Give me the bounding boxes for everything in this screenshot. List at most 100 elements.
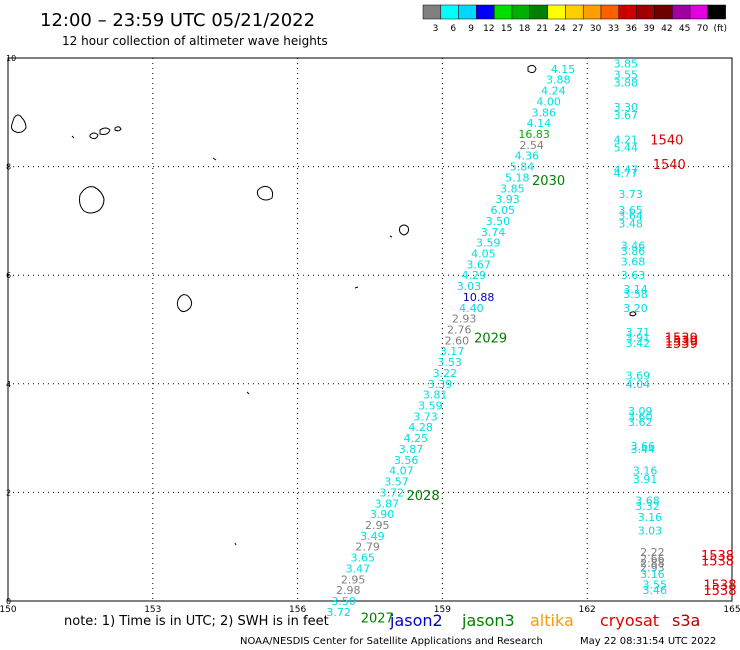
- satellite-name: s3a: [672, 611, 700, 630]
- swh-value-label: 2.93: [640, 561, 665, 574]
- swh-value-label: 10.88: [463, 291, 495, 304]
- island-shape: [212, 157, 217, 161]
- swh-value-label: 4.28: [408, 421, 433, 434]
- axis-tick-labels: 150 153 156 159 162 165 0 2 4 6 8 10: [0, 54, 740, 615]
- swh-value-label: 3.49: [360, 530, 385, 543]
- colorbar-swatch: [618, 4, 637, 20]
- swh-value-label: 3.16: [638, 511, 663, 524]
- island-shape: [89, 132, 99, 140]
- swh-value-label: 3.87: [375, 497, 400, 510]
- satellite-name: jason3: [461, 611, 515, 630]
- swh-value-label: 2.54: [519, 139, 544, 152]
- swh-value-label: 3.55: [614, 68, 639, 81]
- swh-value-label: 3.42: [626, 337, 651, 350]
- swh-value-label: 3.59: [476, 237, 501, 250]
- colorbar-label: 9: [468, 24, 474, 34]
- pass-time-label: 1540: [653, 158, 686, 173]
- colorbar-swatch: [547, 4, 566, 20]
- swh-value-label: 3.73: [618, 188, 643, 201]
- chart-title: 12:00 – 23:59 UTC 05/21/2022: [40, 10, 315, 31]
- x-tick-label: 156: [289, 605, 306, 615]
- colorbar-swatch: [458, 4, 477, 20]
- pass-time-label: 1538: [703, 579, 736, 594]
- x-tick-label: 159: [434, 605, 451, 615]
- swh-value-label: 4.14: [527, 117, 552, 130]
- swh-value-label: 3.59: [418, 400, 443, 413]
- island-shape: [629, 311, 637, 317]
- swh-value-label: 5.84: [510, 161, 535, 174]
- colorbar-swatch: [529, 4, 548, 20]
- pass-time-label: 1538: [701, 549, 734, 564]
- y-tick-label: 0: [6, 597, 11, 606]
- swh-value-label: 3.57: [384, 476, 409, 489]
- swh-value-label: 4.24: [541, 85, 566, 98]
- coastline-shapes: [11, 64, 637, 546]
- swh-value-label: 3.65: [618, 204, 643, 217]
- colorbar-label: 21: [537, 24, 548, 34]
- swh-value-label: 3.46: [621, 239, 646, 252]
- colorbar-swatch: [654, 4, 673, 20]
- pass-time-label: 1540: [650, 133, 683, 148]
- swh-value-label: 4.47: [614, 163, 639, 176]
- y-tick-label: 10: [6, 54, 16, 63]
- swh-value-label: 3.86: [532, 106, 557, 119]
- island-shape: [399, 224, 409, 236]
- swh-value-label: 3.86: [621, 245, 646, 258]
- island-shape: [11, 114, 27, 133]
- swh-value-label: 2.66: [640, 553, 665, 566]
- colorbar-label: 45: [679, 24, 690, 34]
- island-shape: [389, 235, 393, 238]
- colorbar-label: 39: [643, 24, 655, 34]
- swh-value-label: 3.22: [433, 367, 458, 380]
- colorbar-swatch: [582, 4, 602, 20]
- swh-value-label: 2.93: [452, 313, 477, 326]
- colorbar-label: 27: [572, 24, 583, 34]
- swh-value-label: 2.60: [445, 334, 470, 347]
- swh-value-label: 2.22: [640, 546, 665, 559]
- swh-value-label: 3.20: [623, 302, 648, 315]
- swh-value-label: 2.95: [365, 519, 390, 532]
- swh-value-label: 3.17: [440, 345, 465, 358]
- colorbar-label: 15: [501, 24, 512, 34]
- swh-value-label: 3.48: [618, 218, 643, 231]
- chart-subtitle: 12 hour collection of altimeter wave hei…: [62, 34, 328, 48]
- satellite-legend: jason2 jason3 altika cryosat s3a: [389, 611, 700, 630]
- colorbar-label: 6: [450, 24, 456, 34]
- swh-value-label: 4.00: [536, 95, 561, 108]
- swh-value-label: 3.30: [614, 101, 639, 114]
- swh-value-label: 3.60: [628, 410, 653, 423]
- swh-value-label: 3.53: [437, 356, 462, 369]
- colorbar-label: 18: [519, 24, 531, 34]
- swh-value-label: 3.71: [626, 326, 651, 339]
- swh-value-label: 5.44: [614, 142, 639, 155]
- swh-value-label: 2.95: [341, 573, 366, 586]
- swh-value-label: 16.83: [518, 128, 550, 141]
- footer-timestamp: May 22 08:31:54 UTC 2022: [580, 636, 716, 647]
- colorbar-label: 36: [626, 24, 638, 34]
- x-tick-label: 150: [0, 605, 17, 615]
- swh-value-label: 3.16: [633, 465, 658, 478]
- colorbar-label: 3: [433, 24, 439, 34]
- swh-value-label: 3.47: [346, 562, 371, 575]
- swh-value-label: 3.03: [457, 280, 482, 293]
- island-shape: [99, 127, 111, 135]
- y-tick-label: 8: [6, 163, 11, 172]
- swh-value-label: 3.14: [623, 283, 648, 296]
- swh-value-label: 3.56: [394, 454, 419, 467]
- island-shape: [234, 542, 237, 546]
- swh-value-label: 3.91: [633, 473, 658, 486]
- swh-value-label: 4.36: [515, 150, 540, 163]
- plot-frame: [7, 57, 733, 602]
- pass-time-label: 2029: [474, 332, 507, 347]
- colorbar-swatch: [493, 4, 513, 20]
- swh-value-label: 4.29: [462, 269, 487, 282]
- colorbar-swatch: [707, 4, 726, 20]
- swh-value-label: 3.72: [379, 486, 404, 499]
- satellite-name: jason2: [389, 611, 443, 630]
- pass-time-label: 2027: [361, 611, 394, 626]
- island-shape: [256, 185, 274, 201]
- island-shape: [176, 294, 193, 313]
- footer-credit: NOAA/NESDIS Center for Satellite Applica…: [240, 636, 543, 647]
- swh-value-label: 3.46: [643, 584, 668, 597]
